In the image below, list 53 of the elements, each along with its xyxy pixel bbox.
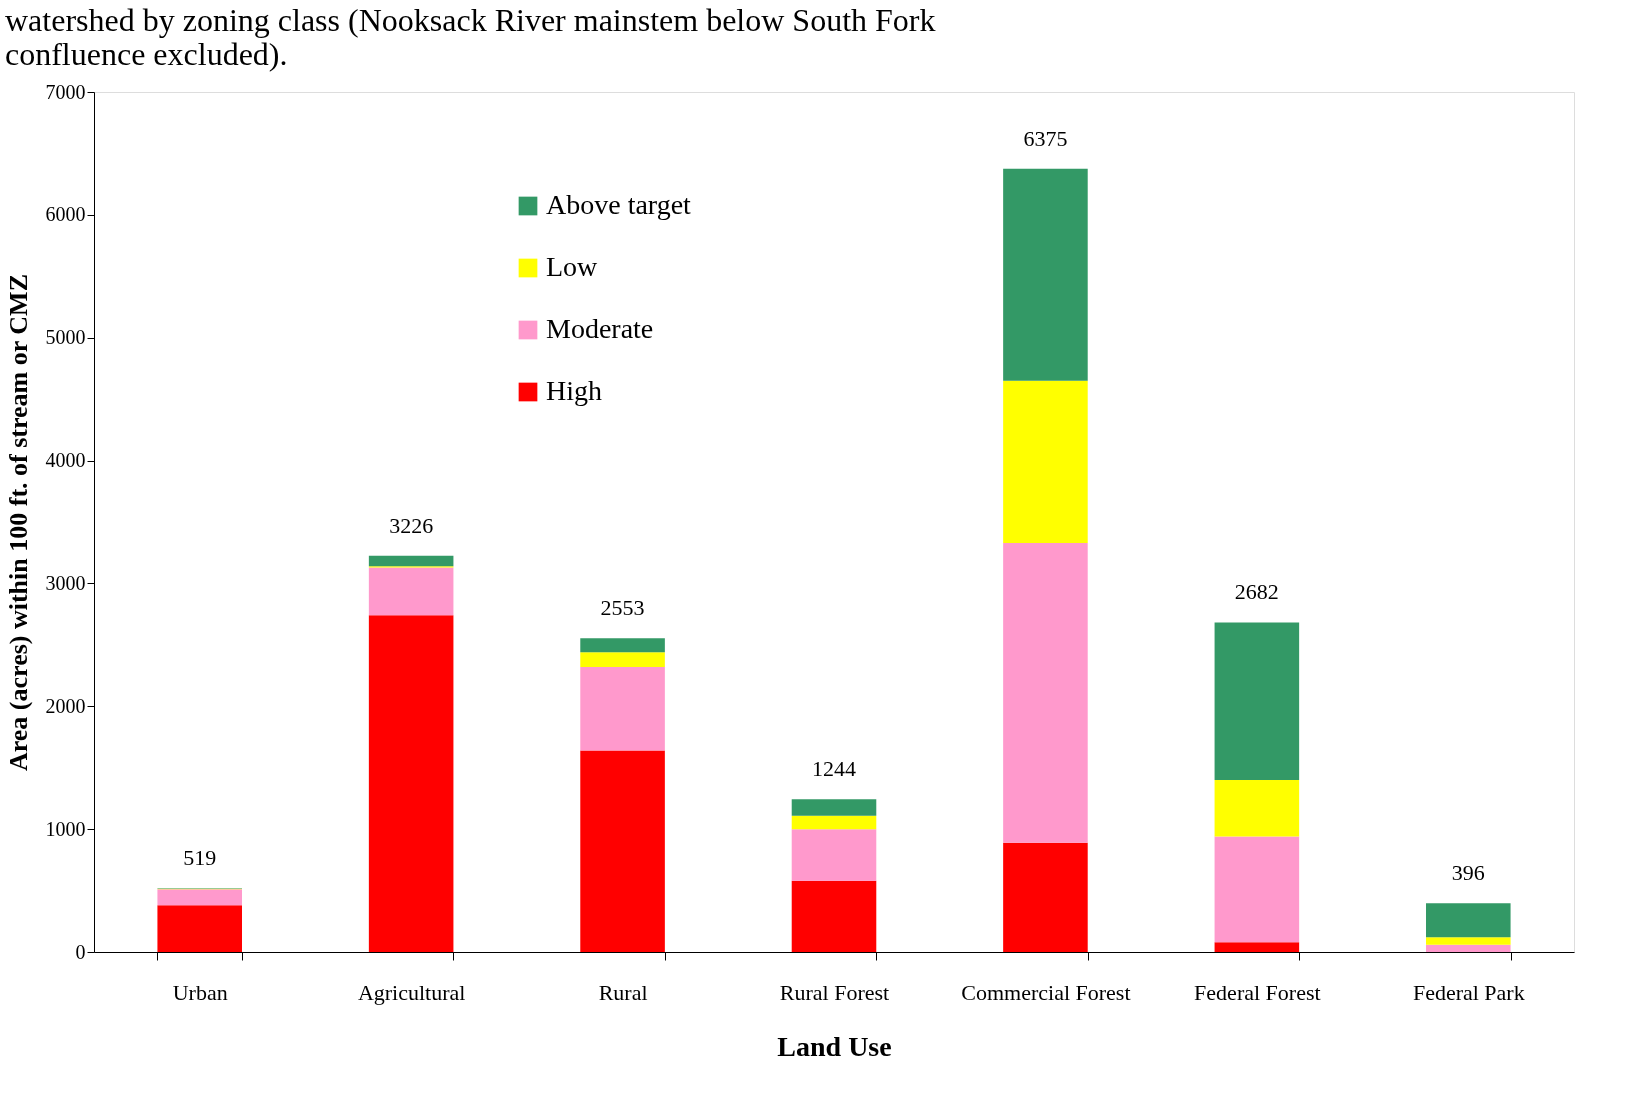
bar: [580, 666, 665, 751]
x-tick-label: Urban: [172, 979, 228, 1005]
x-tick-label: Federal Forest: [1194, 979, 1321, 1005]
x-tick-label: Federal Park: [1412, 979, 1525, 1005]
bar: [157, 905, 242, 952]
bar: [580, 750, 665, 952]
bar: [791, 799, 877, 816]
legend-label: Above target: [546, 189, 692, 220]
bar: [1214, 836, 1300, 943]
bar: [791, 829, 877, 881]
x-tick-label: Rural Forest: [779, 979, 890, 1005]
x-tick-label: Agricultural: [357, 979, 466, 1005]
x-tick-label: Rural: [598, 979, 648, 1005]
bar: [1426, 944, 1511, 952]
bar: [368, 615, 454, 952]
total-label: 396: [1451, 860, 1485, 886]
bar: [1214, 780, 1300, 837]
legend-label: Low: [546, 251, 599, 282]
y-tick-label: 3000: [45, 571, 86, 594]
bar: [1003, 380, 1088, 543]
x-axis-title: Land Use: [777, 1030, 892, 1062]
total-label: 1244: [812, 756, 856, 782]
y-tick-label: 6000: [45, 203, 86, 226]
y-axis-title: Area (acres) within 100 ft. of stream or CMZ: [3, 273, 33, 772]
total-label: 3226: [389, 512, 434, 538]
total-label: 519: [183, 845, 217, 871]
y-tick-label: 0: [75, 940, 86, 963]
bar: [791, 880, 877, 952]
legend-label: High: [546, 375, 602, 406]
bar: [368, 555, 454, 567]
bar: [1214, 942, 1300, 952]
y-tick-label: 7000: [45, 80, 86, 103]
bar: [1426, 903, 1511, 938]
text: watershed by zoning class (Nooksack River mainstem below South Fork: [5, 2, 936, 38]
legend-label: Moderate: [546, 313, 654, 344]
bar: [580, 652, 665, 667]
total-label: 2682: [1234, 579, 1279, 605]
y-tick-label: 1000: [45, 817, 86, 840]
y-tick-label: 2000: [45, 694, 86, 717]
bar: [1003, 842, 1088, 952]
bar: [791, 815, 877, 830]
bar: [157, 889, 242, 906]
bar: [1003, 542, 1088, 843]
x-tick-label: Commercial Forest: [961, 979, 1131, 1005]
bar: [1426, 937, 1511, 945]
y-tick-label: 5000: [45, 326, 86, 349]
y-tick-label: 4000: [45, 449, 86, 472]
total-label: 6375: [1023, 125, 1068, 151]
bar: [368, 567, 454, 616]
bar: [1214, 622, 1300, 780]
bar: [1003, 168, 1088, 381]
bar: [580, 638, 665, 653]
total-label: 2553: [600, 595, 645, 621]
